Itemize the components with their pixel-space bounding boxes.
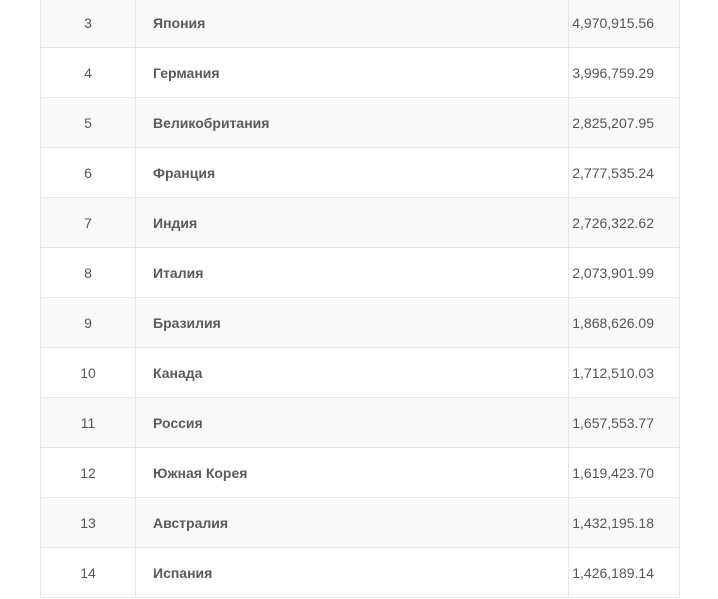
country-cell: Бразилия xyxy=(135,297,569,348)
gdp-cell: 1,426,189.14 xyxy=(568,547,680,598)
gdp-cell: 4,970,915.56 xyxy=(568,0,680,48)
gdp-cell: 1,432,195.18 xyxy=(568,497,680,548)
country-cell: Южная Корея xyxy=(135,447,569,498)
country-cell: Австралия xyxy=(135,497,569,548)
country-cell: Италия xyxy=(135,247,569,298)
table-row: 7 Индия 2,726,322.62 xyxy=(40,197,680,248)
table-row: 8 Италия 2,073,901.99 xyxy=(40,247,680,298)
country-cell: Франция xyxy=(135,147,569,198)
gdp-cell: 2,726,322.62 xyxy=(568,197,680,248)
table-row: 6 Франция 2,777,535.24 xyxy=(40,147,680,198)
country-cell: Испания xyxy=(135,547,569,598)
rank-cell: 4 xyxy=(40,47,136,98)
table-row: 14 Испания 1,426,189.14 xyxy=(40,547,680,598)
rank-cell: 11 xyxy=(40,397,136,448)
rank-cell: 6 xyxy=(40,147,136,198)
country-cell: Канада xyxy=(135,347,569,398)
table-row: 5 Великобритания 2,825,207.95 xyxy=(40,97,680,148)
table-row: 9 Бразилия 1,868,626.09 xyxy=(40,297,680,348)
rank-cell: 12 xyxy=(40,447,136,498)
rank-cell: 9 xyxy=(40,297,136,348)
table-row: 13 Австралия 1,432,195.18 xyxy=(40,497,680,548)
table-row: 3 Япония 4,970,915.56 xyxy=(40,0,680,48)
rank-cell: 8 xyxy=(40,247,136,298)
rank-cell: 5 xyxy=(40,97,136,148)
country-cell: Германия xyxy=(135,47,569,98)
gdp-cell: 2,073,901.99 xyxy=(568,247,680,298)
country-cell: Индия xyxy=(135,197,569,248)
rank-cell: 10 xyxy=(40,347,136,398)
gdp-cell: 1,619,423.70 xyxy=(568,447,680,498)
gdp-cell: 1,868,626.09 xyxy=(568,297,680,348)
gdp-cell: 3,996,759.29 xyxy=(568,47,680,98)
country-cell: Россия xyxy=(135,397,569,448)
country-cell: Великобритания xyxy=(135,97,569,148)
gdp-ranking-table-container: 3 Япония 4,970,915.56 4 Германия 3,996,7… xyxy=(40,0,680,598)
table-row: 11 Россия 1,657,553.77 xyxy=(40,397,680,448)
gdp-ranking-table: 3 Япония 4,970,915.56 4 Германия 3,996,7… xyxy=(40,0,680,598)
table-row: 4 Германия 3,996,759.29 xyxy=(40,47,680,98)
table-row: 12 Южная Корея 1,619,423.70 xyxy=(40,447,680,498)
gdp-cell: 1,712,510.03 xyxy=(568,347,680,398)
rank-cell: 13 xyxy=(40,497,136,548)
gdp-cell: 2,825,207.95 xyxy=(568,97,680,148)
gdp-cell: 1,657,553.77 xyxy=(568,397,680,448)
country-cell: Япония xyxy=(135,0,569,48)
rank-cell: 14 xyxy=(40,547,136,598)
table-row: 10 Канада 1,712,510.03 xyxy=(40,347,680,398)
rank-cell: 7 xyxy=(40,197,136,248)
rank-cell: 3 xyxy=(40,0,136,48)
gdp-cell: 2,777,535.24 xyxy=(568,147,680,198)
